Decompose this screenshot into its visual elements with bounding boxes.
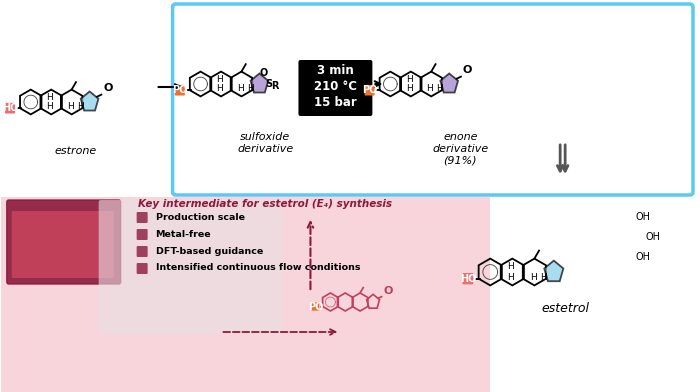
Text: H: H (530, 273, 536, 282)
Text: H: H (246, 84, 253, 93)
Text: Metal-free: Metal-free (155, 229, 211, 238)
Text: PO: PO (172, 85, 188, 95)
Text: DFT-based guidance: DFT-based guidance (155, 247, 263, 256)
FancyBboxPatch shape (136, 246, 148, 257)
FancyBboxPatch shape (5, 103, 15, 114)
Text: R: R (272, 81, 279, 91)
FancyBboxPatch shape (7, 200, 120, 284)
Text: H: H (47, 93, 53, 102)
Text: estrone: estrone (55, 146, 97, 156)
Polygon shape (251, 73, 268, 93)
Text: H: H (508, 262, 514, 271)
Text: O: O (463, 65, 473, 75)
Polygon shape (440, 73, 458, 93)
Text: sulfoxide
derivative: sulfoxide derivative (237, 132, 293, 154)
Text: PO: PO (362, 85, 377, 95)
Text: H: H (67, 102, 74, 111)
Polygon shape (545, 261, 564, 281)
Text: Production scale: Production scale (155, 212, 244, 221)
FancyBboxPatch shape (173, 4, 693, 195)
Text: OH: OH (635, 252, 650, 262)
Text: PO: PO (308, 301, 323, 312)
Text: Key intermediate for estetrol (E₄) synthesis: Key intermediate for estetrol (E₄) synth… (139, 199, 393, 209)
FancyBboxPatch shape (99, 200, 283, 334)
Text: O: O (260, 68, 268, 78)
Text: 210 °C: 210 °C (314, 80, 357, 93)
Text: H: H (540, 273, 547, 282)
Text: estetrol: estetrol (541, 302, 589, 315)
FancyBboxPatch shape (175, 85, 185, 96)
Text: HO: HO (2, 103, 18, 113)
Text: H: H (406, 74, 413, 83)
FancyBboxPatch shape (136, 263, 148, 274)
Text: HO: HO (460, 274, 476, 284)
FancyBboxPatch shape (312, 302, 319, 310)
FancyBboxPatch shape (298, 60, 372, 116)
Text: H: H (426, 84, 433, 93)
Text: H: H (47, 102, 53, 111)
Text: H: H (216, 74, 223, 83)
FancyBboxPatch shape (136, 229, 148, 240)
Text: H: H (437, 84, 443, 93)
Text: H: H (216, 84, 223, 93)
FancyBboxPatch shape (463, 273, 473, 284)
Text: Intensified continuous flow conditions: Intensified continuous flow conditions (155, 263, 360, 272)
FancyBboxPatch shape (1, 197, 490, 392)
Text: H: H (406, 84, 413, 93)
FancyBboxPatch shape (365, 85, 374, 96)
FancyBboxPatch shape (136, 212, 148, 223)
Text: H: H (77, 102, 84, 111)
Text: OH: OH (635, 212, 650, 222)
Text: OH: OH (645, 232, 660, 242)
Text: 15 bar: 15 bar (314, 96, 357, 109)
Text: O: O (383, 286, 393, 296)
Text: H: H (508, 273, 514, 282)
Text: H: H (237, 84, 244, 93)
Text: enone
derivative
(91%): enone derivative (91%) (432, 132, 489, 165)
Text: O: O (103, 83, 113, 93)
FancyBboxPatch shape (12, 211, 113, 278)
Text: S: S (265, 79, 272, 89)
Polygon shape (80, 91, 99, 111)
Text: 3 min: 3 min (317, 64, 354, 76)
